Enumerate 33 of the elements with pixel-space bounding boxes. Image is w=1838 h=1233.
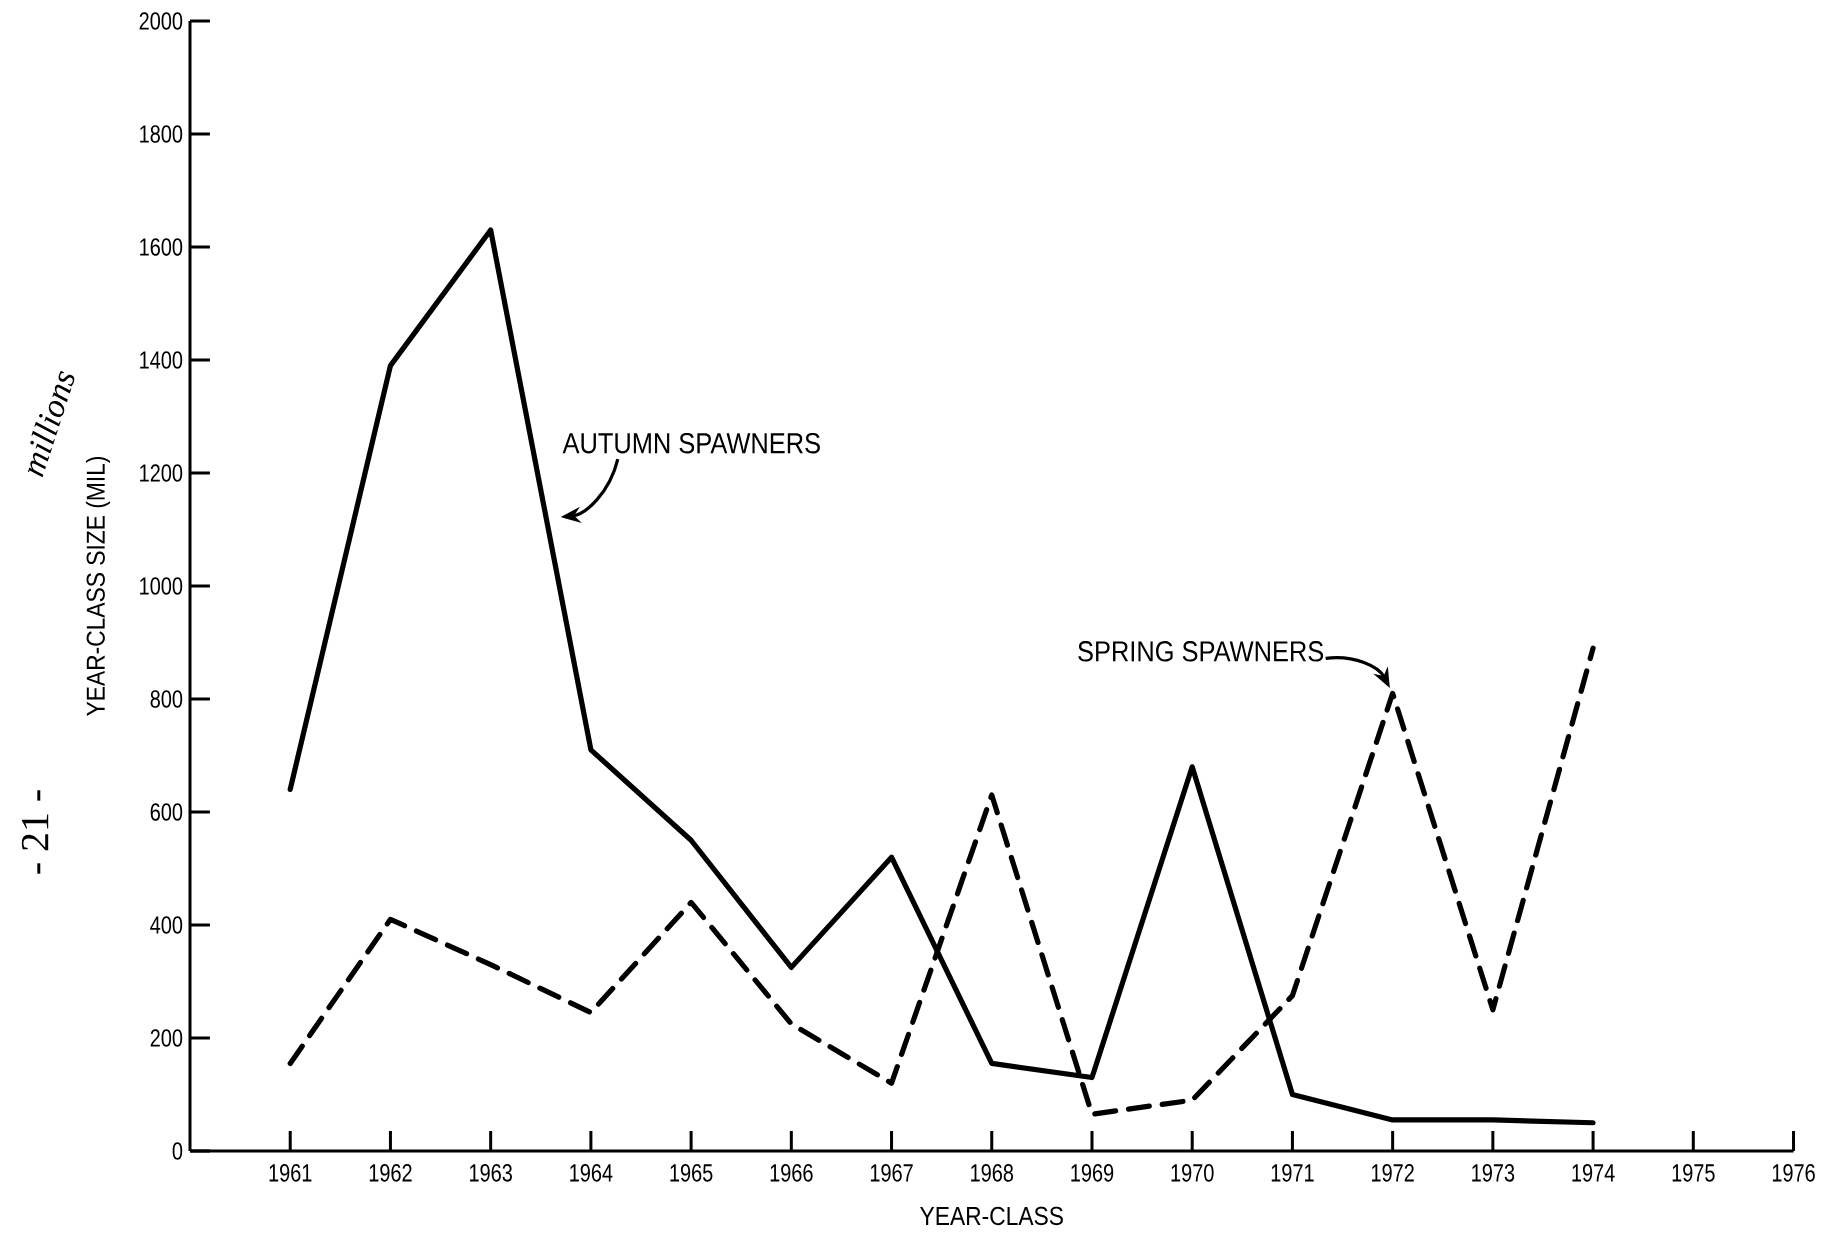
- x-tick-label: 1968: [971, 1164, 1014, 1182]
- y-tick-label: 2000: [139, 12, 183, 30]
- y-tick-label: 200: [150, 1029, 183, 1047]
- x-tick-label: 1969: [1071, 1164, 1114, 1182]
- x-tick-label: 1976: [1772, 1164, 1815, 1182]
- x-tick-label: 1964: [570, 1164, 613, 1182]
- annotation: SPRING SPAWNERS: [1078, 641, 1324, 662]
- y-tick-label: 1600: [140, 238, 183, 256]
- x-tick-label: 1974: [1572, 1164, 1615, 1182]
- annotation: AUTUMN SPAWNERS: [562, 432, 820, 454]
- x-tick-label: 1966: [770, 1164, 813, 1182]
- y-tick-label: 800: [150, 690, 183, 708]
- x-tick-label: 1963: [470, 1164, 512, 1182]
- x-axis-title: YEAR-CLASS: [920, 1206, 1063, 1226]
- x-tick-label: 1972: [1372, 1164, 1414, 1182]
- text: millions: [27, 370, 75, 478]
- y-tick-label: 1800: [140, 125, 183, 143]
- x-tick-label: 1970: [1171, 1164, 1214, 1182]
- y-tick-label: 0: [172, 1142, 183, 1160]
- x-tick-label: 1965: [670, 1164, 713, 1182]
- x-tick-label: 1962: [369, 1164, 412, 1182]
- y-tick-label: 400: [150, 916, 183, 934]
- x-tick-label: 1971: [1271, 1164, 1314, 1182]
- y-axis-title: YEAR-CLASS SIZE (MIL): [85, 456, 111, 716]
- y-tick-label: 600: [150, 803, 183, 821]
- y-tick-label: 1200: [140, 464, 183, 482]
- y-tick-label: 1000: [140, 577, 183, 595]
- x-tick-label: 1967: [870, 1164, 913, 1182]
- y-tick-label: 1400: [140, 351, 183, 369]
- x-tick-label: 1973: [1472, 1164, 1515, 1182]
- text: - 21 -: [21, 790, 49, 874]
- x-tick-label: 1961: [269, 1164, 312, 1182]
- x-tick-label: 1975: [1672, 1164, 1715, 1182]
